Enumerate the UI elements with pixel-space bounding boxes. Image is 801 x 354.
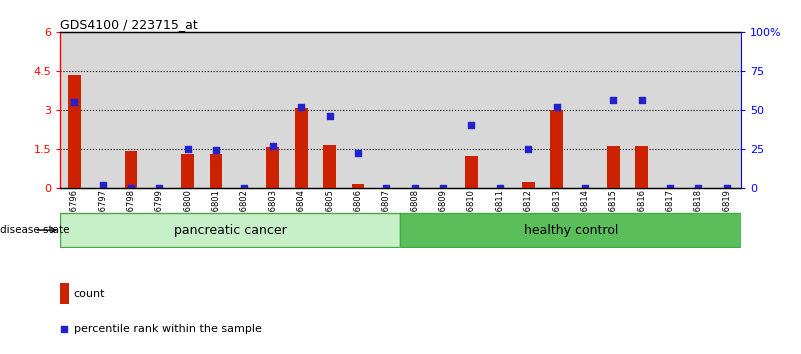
Point [720, 185, 733, 190]
Bar [465, 156, 478, 188]
Bar [550, 110, 563, 188]
Bar [599, 32, 627, 188]
Point [692, 185, 705, 190]
Bar [570, 32, 599, 188]
Point [58, 326, 70, 332]
Bar [60, 32, 88, 188]
Bar [713, 32, 741, 188]
Bar [429, 32, 457, 188]
Point [465, 122, 478, 128]
Bar [125, 151, 138, 188]
Bar [400, 32, 429, 188]
Bar [656, 32, 684, 188]
Bar [607, 146, 620, 188]
Bar [60, 283, 69, 304]
Bar [181, 154, 194, 188]
Text: GDS4100 / 223715_at: GDS4100 / 223715_at [60, 18, 198, 31]
Point [409, 185, 421, 190]
Point [380, 185, 392, 190]
Point [550, 104, 563, 109]
Bar [202, 32, 231, 188]
Point [153, 185, 166, 190]
Bar [457, 32, 485, 188]
Bar [210, 154, 223, 188]
Bar [352, 184, 364, 188]
Bar [316, 32, 344, 188]
Bar [287, 32, 316, 188]
Point [493, 185, 506, 190]
Point [323, 113, 336, 119]
Point [578, 185, 591, 190]
Text: disease state: disease state [0, 225, 70, 235]
Point [125, 185, 138, 190]
Bar [514, 32, 542, 188]
FancyBboxPatch shape [60, 213, 400, 247]
Text: count: count [74, 289, 105, 299]
Point [635, 98, 648, 103]
Bar [259, 32, 287, 188]
Point [267, 143, 280, 148]
Point [521, 146, 534, 152]
Bar [295, 108, 308, 188]
Bar [542, 32, 570, 188]
FancyBboxPatch shape [400, 213, 741, 247]
Point [295, 104, 308, 109]
Bar [627, 32, 656, 188]
Point [96, 182, 109, 187]
Bar [323, 145, 336, 188]
Bar [88, 32, 117, 188]
Point [352, 150, 364, 156]
Bar [117, 32, 145, 188]
Text: pancreatic cancer: pancreatic cancer [174, 224, 287, 236]
Bar [68, 75, 81, 188]
Bar [372, 32, 400, 188]
Point [607, 98, 620, 103]
Bar [267, 147, 280, 188]
Point [663, 185, 676, 190]
Point [181, 146, 194, 152]
Bar [145, 32, 174, 188]
Text: percentile rank within the sample: percentile rank within the sample [74, 324, 262, 334]
Bar [635, 146, 648, 188]
Point [437, 185, 449, 190]
Bar [174, 32, 202, 188]
Point [68, 99, 81, 105]
Text: healthy control: healthy control [524, 224, 618, 236]
Bar [521, 182, 534, 188]
Point [210, 147, 223, 153]
Bar [684, 32, 713, 188]
Point [238, 185, 251, 190]
Bar [485, 32, 514, 188]
Bar [231, 32, 259, 188]
Bar [344, 32, 372, 188]
